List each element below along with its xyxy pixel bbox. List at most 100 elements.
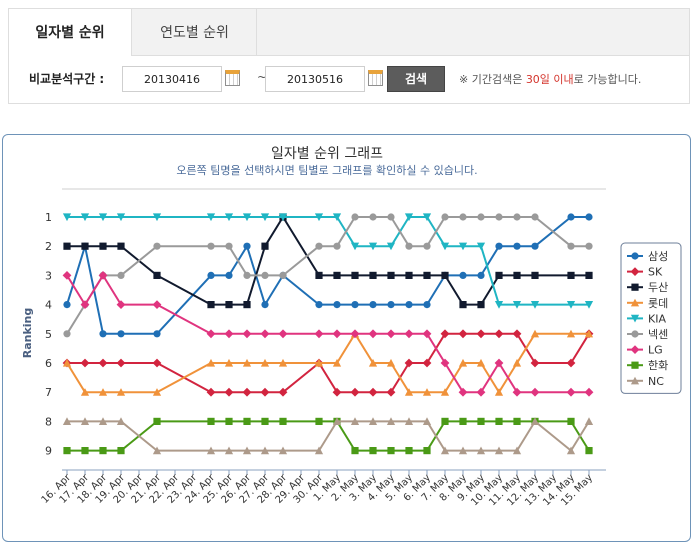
legend-box <box>620 242 682 394</box>
tab-daily-ranking[interactable]: 일자별 순위 <box>8 8 132 57</box>
data-point <box>206 446 216 455</box>
data-point <box>98 271 108 280</box>
data-point <box>476 358 486 367</box>
data-point <box>260 387 270 397</box>
data-point <box>315 301 323 309</box>
data-point <box>242 213 252 222</box>
data-point <box>530 358 540 368</box>
data-point <box>423 301 431 309</box>
data-point <box>80 300 90 309</box>
data-point <box>116 388 126 396</box>
data-point <box>206 358 216 367</box>
data-point <box>566 358 576 368</box>
data-point <box>531 213 539 221</box>
data-point <box>512 358 522 367</box>
data-point <box>333 301 341 309</box>
y-tick-label: 2 <box>45 240 52 253</box>
data-point <box>261 271 269 279</box>
data-point <box>278 213 288 222</box>
data-point <box>513 213 521 221</box>
series-line-8 <box>67 420 590 452</box>
data-point <box>116 213 126 222</box>
data-point <box>350 329 360 339</box>
data-point <box>530 329 540 338</box>
data-point <box>315 242 323 250</box>
data-point <box>386 358 396 367</box>
data-point <box>422 329 432 339</box>
data-point <box>440 329 450 339</box>
legend-marker <box>630 314 640 323</box>
data-point <box>495 417 503 425</box>
data-point <box>98 213 108 222</box>
legend-entry[interactable]: LG <box>648 344 663 357</box>
calendar-icon[interactable] <box>225 70 240 86</box>
data-point <box>512 301 522 309</box>
data-point <box>80 358 90 368</box>
data-point <box>153 417 161 425</box>
data-point <box>584 387 594 397</box>
tab-yearly-ranking[interactable]: 연도별 순위 <box>133 9 257 57</box>
legend-entry[interactable]: 삼성 <box>648 250 668 263</box>
legend-entry[interactable]: KIA <box>648 312 666 325</box>
data-point <box>81 242 89 250</box>
end-date-input[interactable] <box>265 66 365 92</box>
data-point <box>459 271 467 279</box>
data-point <box>440 446 450 455</box>
data-point <box>513 271 521 279</box>
data-point <box>567 271 575 279</box>
notice-prefix: ※ 기간검색은 <box>459 73 526 86</box>
data-point <box>314 446 324 455</box>
data-point <box>495 271 503 279</box>
start-date-input[interactable] <box>122 66 222 92</box>
data-point <box>350 242 360 251</box>
data-point <box>153 242 161 250</box>
search-button[interactable]: 검색 <box>387 66 445 92</box>
data-point <box>80 417 90 425</box>
legend-entry[interactable]: NC <box>648 375 664 388</box>
data-point <box>332 387 342 397</box>
data-point <box>476 329 486 339</box>
data-point <box>332 358 342 367</box>
data-point <box>225 417 233 425</box>
data-point <box>531 271 539 279</box>
data-point <box>368 387 378 397</box>
legend-entry[interactable]: 롯데 <box>648 297 668 310</box>
data-point <box>386 242 396 251</box>
data-point <box>350 417 360 425</box>
series-line-4 <box>67 216 589 306</box>
data-point <box>585 242 593 250</box>
data-point <box>387 301 395 309</box>
calendar-icon[interactable] <box>368 70 383 86</box>
data-point <box>351 213 359 221</box>
data-point <box>116 300 126 309</box>
data-point <box>585 447 593 455</box>
data-point <box>63 301 71 309</box>
data-point <box>351 271 359 279</box>
data-point <box>243 242 251 250</box>
data-point <box>441 271 449 279</box>
legend-entry[interactable]: SK <box>648 266 663 279</box>
data-point <box>512 387 522 397</box>
data-point <box>278 446 288 455</box>
data-point <box>116 358 126 368</box>
data-point <box>566 301 576 309</box>
data-point <box>585 213 593 221</box>
data-point <box>458 387 468 397</box>
data-point <box>369 447 377 455</box>
legend-entry[interactable]: 한화 <box>648 359 668 372</box>
data-point <box>315 417 323 425</box>
data-point <box>279 417 287 425</box>
data-point <box>332 329 342 339</box>
data-point <box>117 330 125 338</box>
legend-entry[interactable]: 넥센 <box>648 328 668 341</box>
data-point <box>566 446 576 455</box>
data-point <box>422 388 432 396</box>
data-point <box>260 329 270 339</box>
legend-marker <box>630 267 640 276</box>
data-point <box>117 242 125 250</box>
data-point <box>99 447 107 455</box>
legend-entry[interactable]: 두산 <box>648 281 668 294</box>
data-point <box>243 417 251 425</box>
data-point <box>152 446 162 455</box>
